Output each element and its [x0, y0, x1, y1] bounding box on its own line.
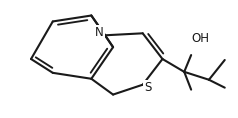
- Text: OH: OH: [191, 32, 209, 45]
- Text: N: N: [95, 26, 104, 39]
- Text: S: S: [144, 81, 151, 94]
